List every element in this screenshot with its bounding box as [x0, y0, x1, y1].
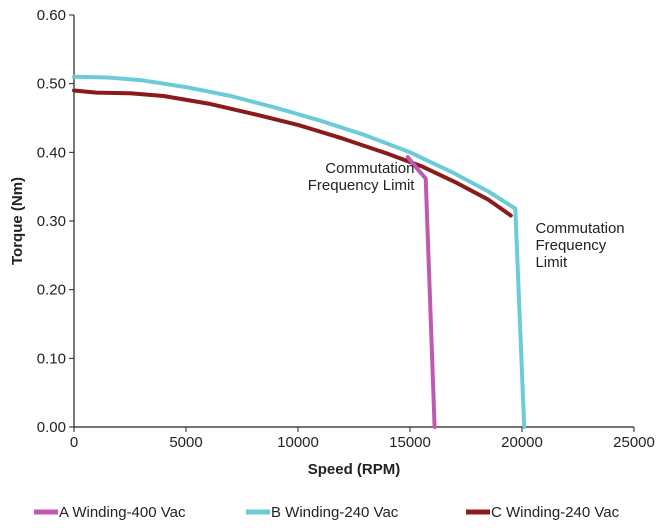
- x-ticks: 0 5000 10000 15000 20000 25000: [70, 427, 655, 451]
- annotation-text: Commutation: [535, 220, 624, 237]
- annotation-text: Frequency Limit: [308, 177, 416, 194]
- y-tick-label: 0.50: [37, 76, 66, 93]
- series-line-0: [405, 155, 437, 429]
- series-line-1: [72, 74, 527, 429]
- legend-label: B Winding-240 Vac: [271, 504, 399, 521]
- y-tick-label: 0.30: [37, 213, 66, 230]
- y-tick-label: 0.40: [37, 144, 66, 161]
- legend: A Winding-400 Vac B Winding-240 Vac C Wind…: [34, 504, 620, 521]
- x-tick-label: 10000: [277, 434, 319, 451]
- x-axis-title: Speed (RPM): [308, 461, 401, 478]
- y-tick-label: 0.60: [37, 7, 66, 24]
- y-tick-label: 0.00: [37, 419, 66, 436]
- x-tick-label: 20000: [501, 434, 543, 451]
- x-tick-label: 5000: [169, 434, 202, 451]
- series-lines: [72, 74, 527, 429]
- y-tick-label: 0.10: [37, 350, 66, 367]
- annotation-text: Commutation: [325, 160, 414, 177]
- legend-label: A Winding-400 Vac: [59, 504, 186, 521]
- annotation-text: Limit: [535, 254, 568, 271]
- annotation-text: Frequency: [535, 237, 606, 254]
- y-ticks: 0.00 0.10 0.20 0.30 0.40 0.50 0.60: [37, 7, 74, 436]
- x-tick-label: 15000: [389, 434, 431, 451]
- x-tick-label: 25000: [613, 434, 655, 451]
- y-tick-label: 0.20: [37, 282, 66, 299]
- legend-label: C Winding-240 Vac: [491, 504, 620, 521]
- series-line-2: [72, 88, 513, 218]
- x-tick-label: 0: [70, 434, 78, 451]
- y-axis-title: Torque (Nm): [9, 177, 26, 265]
